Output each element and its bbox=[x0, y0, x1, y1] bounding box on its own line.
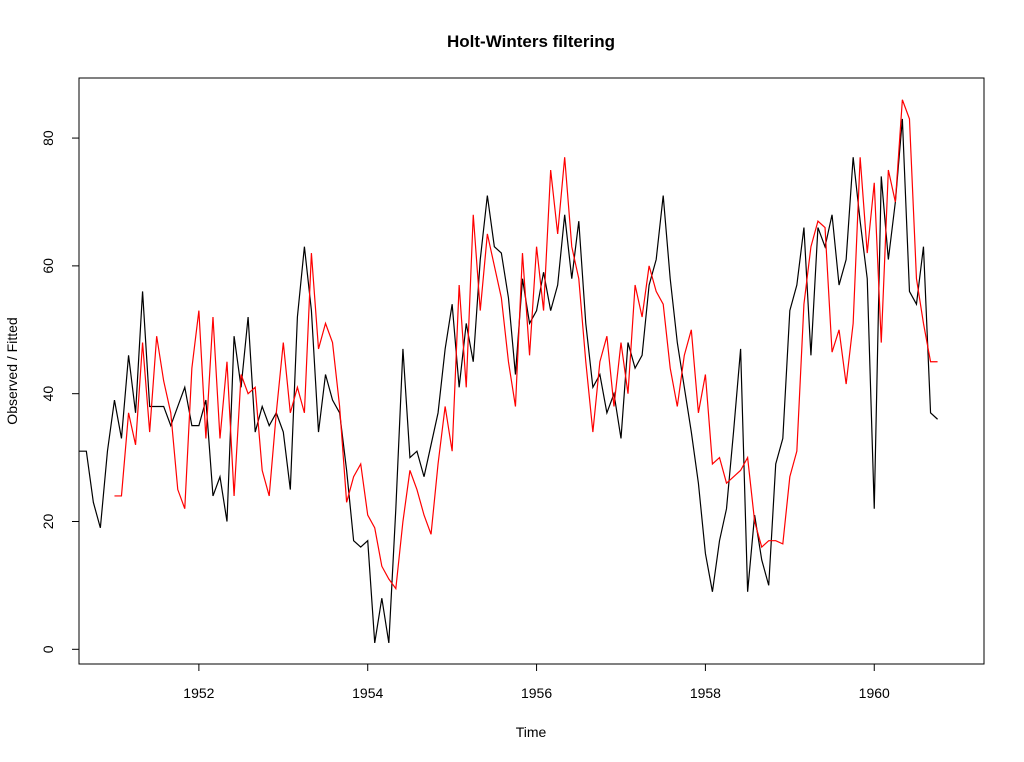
series-line bbox=[114, 99, 938, 591]
x-tick-label: 1956 bbox=[521, 685, 552, 701]
chart-title: Holt-Winters filtering bbox=[447, 32, 615, 51]
series-line bbox=[79, 118, 938, 644]
y-tick-label: 20 bbox=[40, 513, 56, 529]
x-axis-label: Time bbox=[516, 724, 547, 740]
y-tick-label: 80 bbox=[40, 130, 56, 146]
y-tick-label: 0 bbox=[40, 645, 56, 653]
x-tick-label: 1952 bbox=[183, 685, 214, 701]
y-tick-label: 60 bbox=[40, 258, 56, 274]
y-axis-label: Observed / Fitted bbox=[4, 317, 20, 424]
y-tick-label: 40 bbox=[40, 386, 56, 402]
x-tick-label: 1960 bbox=[859, 685, 890, 701]
x-tick-label: 1958 bbox=[690, 685, 721, 701]
plot-frame bbox=[78, 77, 985, 665]
x-tick-label: 1954 bbox=[352, 685, 383, 701]
